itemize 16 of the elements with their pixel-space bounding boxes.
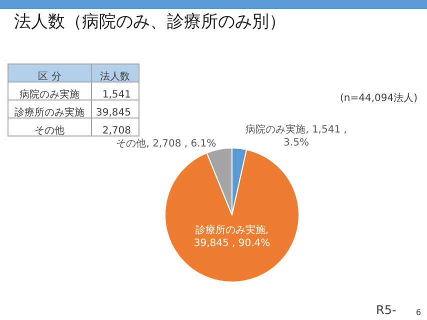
slice-label: その他, 2,708 , 6.1% <box>116 137 216 150</box>
text: 法人数 <box>100 70 130 82</box>
text: (n=44,094法人) <box>340 92 418 104</box>
category-label: 病院のみ実施 <box>20 88 80 100</box>
text: R5- <box>376 303 396 317</box>
category-label: その他 <box>34 124 65 136</box>
category-label: 診療所のみ実施 <box>14 106 85 118</box>
slice-label: 診療所のみ実施, 39,845 , 90.4% <box>194 224 270 250</box>
text: 2,708 <box>102 126 131 136</box>
text: 6 <box>416 308 422 317</box>
pie-slice <box>164 149 300 282</box>
chart-title: 法人数（病院のみ、診療所のみ別） <box>14 12 286 32</box>
slice-label: 病院のみ実施, 1,541 , 3.5% <box>246 124 347 149</box>
text: 1,541 <box>102 90 131 100</box>
text: 区 分 <box>38 70 62 82</box>
text: 39,845 <box>96 108 131 118</box>
